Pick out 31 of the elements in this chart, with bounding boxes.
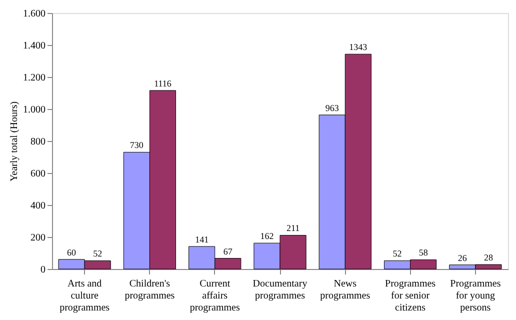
x-tick-label: Current affairs programmes bbox=[190, 278, 240, 314]
x-tick-label: Documentary programmes bbox=[252, 278, 308, 302]
data-label: 52 bbox=[93, 248, 102, 259]
y-tick-label: 1.400 bbox=[23, 40, 46, 52]
data-label: 162 bbox=[260, 231, 274, 242]
y-tick-label: 600 bbox=[30, 168, 46, 180]
y-tick-label: 1.000 bbox=[23, 104, 46, 116]
y-tick-label: 1.600 bbox=[23, 8, 46, 20]
x-tick-label: Programmes for young persons bbox=[450, 278, 501, 314]
y-tick-label: 0 bbox=[40, 264, 46, 276]
y-tick-label: 400 bbox=[30, 200, 46, 212]
data-label: 26 bbox=[458, 252, 468, 263]
data-label: 730 bbox=[130, 140, 144, 150]
x-tick-label: Programmes for senior citizens bbox=[385, 278, 436, 314]
data-label: 28 bbox=[484, 252, 494, 263]
x-tick-label: Children's programmes bbox=[124, 278, 175, 302]
data-label: 1343 bbox=[349, 42, 368, 52]
data-label: 211 bbox=[286, 223, 300, 234]
data-label: 58 bbox=[418, 248, 428, 258]
y-tick-label: 200 bbox=[30, 232, 46, 244]
y-tick-label: 1.200 bbox=[23, 72, 46, 84]
data-label: 1116 bbox=[154, 78, 172, 88]
data-label: 963 bbox=[325, 102, 340, 113]
data-label: 141 bbox=[195, 234, 209, 244]
data-label: 60 bbox=[67, 247, 77, 258]
y-tick-label: 800 bbox=[30, 136, 46, 148]
x-tick-label: Arts and culture programmes bbox=[60, 278, 110, 314]
data-label: 67 bbox=[223, 246, 233, 256]
data-label: 52 bbox=[392, 248, 402, 259]
y-axis-title: Yearly total (Hours) bbox=[9, 101, 20, 182]
x-tick-label: News programmes bbox=[320, 278, 370, 302]
